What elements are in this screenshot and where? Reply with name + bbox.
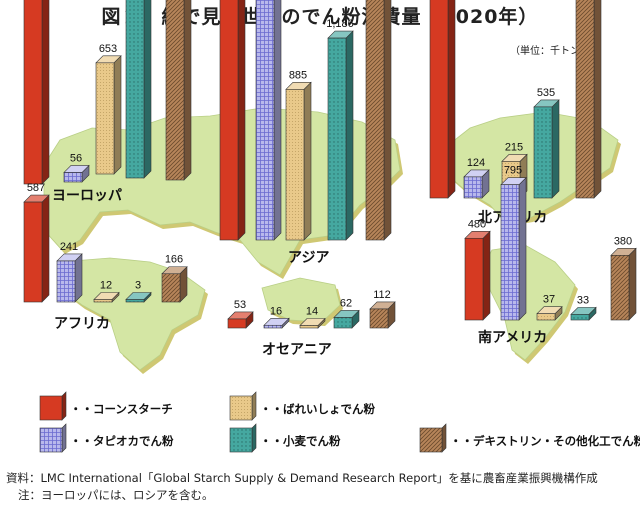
bar-tapioca — [263, 324, 283, 329]
foot-note: 注：ヨーロッパには、ロシアを含む。 — [18, 488, 214, 502]
data-label: 33 — [577, 294, 589, 306]
bar-side — [113, 55, 122, 175]
data-label: 62 — [340, 297, 352, 309]
bar-side — [237, 0, 246, 241]
bar-corn — [23, 0, 43, 185]
bar-corn — [23, 201, 43, 303]
data-label: 380 — [614, 235, 632, 247]
legend-swatch-dextrin — [419, 427, 443, 453]
bar-side — [482, 230, 491, 321]
data-label: 166 — [165, 254, 183, 266]
bar-potato — [299, 325, 319, 329]
data-label: 795 — [504, 165, 522, 177]
bar-potato — [95, 62, 115, 175]
data-label: 16 — [270, 305, 282, 317]
bar-wheat — [125, 0, 145, 179]
bar-side — [551, 99, 560, 199]
data-label: 653 — [99, 43, 117, 55]
bar-wheat — [125, 299, 145, 303]
bar-wheat — [327, 37, 347, 241]
bar-side — [593, 0, 602, 199]
legend-label: ・・デキストリン・その他化工でん粉 — [450, 434, 640, 448]
region-group: 2,4191242155352,285北アメリカ — [429, 0, 602, 226]
bar-dextrin — [575, 0, 595, 199]
bar-tapioca — [255, 0, 275, 241]
bar-corn — [227, 318, 247, 329]
chart-title: 図２ 絵で見る世界のでん粉消費量（2020年） — [101, 6, 539, 28]
bar-dextrin — [369, 308, 389, 329]
bar-wheat — [533, 106, 553, 199]
bar-side — [303, 81, 312, 241]
region-label: アジア — [288, 250, 329, 266]
region-group: 53 16 14 62 112 オセアニア — [227, 289, 396, 358]
bar-side — [74, 253, 83, 303]
bar-side — [41, 0, 50, 185]
data-label: 535 — [537, 87, 555, 99]
bar-side — [447, 0, 456, 199]
data-label: 37 — [543, 294, 555, 306]
bar-side — [345, 30, 354, 241]
data-label: 241 — [60, 241, 78, 253]
bar-side — [41, 194, 50, 303]
region-group: 1,736566531,3261,857ヨーロッパ — [23, 0, 192, 204]
bar-side — [628, 247, 637, 321]
bar-wheat — [570, 314, 590, 321]
data-label: 14 — [306, 306, 318, 318]
bar-tapioca — [56, 260, 76, 303]
bar-dextrin — [161, 273, 181, 303]
bar-dextrin — [365, 0, 385, 241]
data-label: 480 — [468, 218, 486, 230]
legend-label: ・・小麦でん粉 — [260, 434, 341, 448]
data-label: 12 — [100, 280, 112, 292]
bar-tapioca — [500, 184, 520, 321]
bar-side — [518, 176, 527, 321]
data-label: 124 — [467, 157, 485, 169]
region-label: ヨーロッパ — [52, 188, 122, 204]
unit-note: （単位：千トン） — [510, 46, 590, 57]
region-label: アフリカ — [54, 316, 110, 332]
bar-tapioca — [63, 172, 83, 183]
source-note: 資料：LMC International「Global Starch Suppl… — [6, 471, 598, 485]
bar-corn — [464, 237, 484, 321]
data-label: 1,186 — [326, 18, 354, 30]
data-label: 3 — [135, 280, 141, 292]
bar-wheat — [333, 317, 353, 329]
region-group: 13,9538,5538851,1864,511アジア — [219, 0, 392, 266]
bar-side — [383, 0, 392, 241]
bar-potato — [536, 313, 556, 321]
legend-swatch-wheat — [229, 427, 253, 453]
bar-potato — [285, 89, 305, 241]
data-label: 215 — [505, 141, 523, 153]
legend-swatch-potato — [229, 395, 253, 421]
region-group: 480 795 37 33 380 南アメリカ — [464, 165, 637, 346]
data-label: 587 — [27, 182, 45, 194]
bar-potato — [93, 299, 113, 303]
legend-swatch-corn — [39, 395, 63, 421]
bar-side — [183, 0, 192, 181]
bar-side — [143, 0, 152, 179]
legend-label: ・・コーンスターチ — [70, 402, 173, 416]
legend-swatch-tapioca — [39, 427, 63, 453]
legend: ・・コーンスターチ ・・ばれいしょでん粉・・タピオカでん粉 ・・小麦でん粉 ・・デキス… — [39, 391, 640, 453]
bar-corn — [219, 0, 239, 241]
bar-dextrin — [610, 255, 630, 321]
bar-dextrin — [165, 0, 185, 181]
bar-side — [273, 0, 282, 241]
legend-label: ・・タピオカでん粉 — [70, 434, 174, 448]
region-group: 587 241 12 3 166 アフリカ — [23, 182, 188, 332]
region-label: オセアニア — [262, 342, 332, 358]
data-label: 56 — [70, 152, 82, 164]
bar-corn — [429, 0, 449, 199]
region-label: 南アメリカ — [478, 329, 547, 346]
bar-tapioca — [463, 176, 483, 199]
legend-label: ・・ばれいしょでん粉 — [260, 402, 375, 416]
data-label: 112 — [373, 289, 391, 301]
data-label: 885 — [289, 69, 307, 81]
data-label: 53 — [234, 299, 246, 311]
